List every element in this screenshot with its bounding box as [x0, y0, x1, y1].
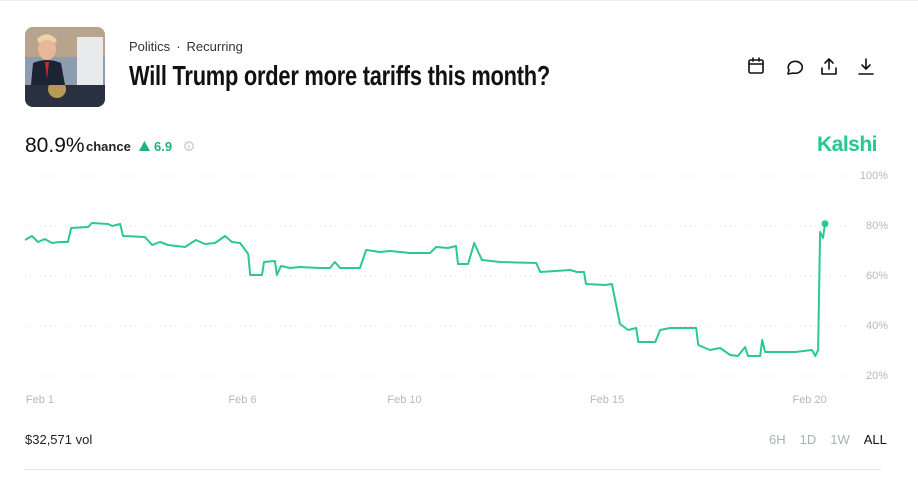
y-tick-label: 80%	[866, 220, 888, 232]
download-button[interactable]	[858, 58, 874, 75]
range-button[interactable]: 1D	[799, 432, 817, 447]
toolbar	[748, 57, 874, 75]
range-selector: 6H 1D 1W ALL	[755, 432, 887, 447]
probability-label: chance	[86, 139, 131, 154]
tag[interactable]: Recurring	[186, 39, 243, 54]
x-tick-label: Feb 6	[228, 394, 256, 406]
breadcrumbs: Politics · Recurring	[129, 39, 249, 54]
info-icon[interactable]	[184, 141, 194, 151]
y-tick-label: 100%	[860, 170, 888, 182]
brand-logo[interactable]: Kalshi	[817, 133, 878, 156]
price-line	[24, 222, 826, 357]
market-title: Will Trump order more tariffs this month…	[129, 60, 550, 91]
share-button[interactable]	[821, 58, 837, 75]
change: 6.9	[139, 139, 194, 154]
separator: ·	[176, 39, 181, 54]
category[interactable]: Politics	[129, 39, 171, 54]
x-tick-label: Feb 10	[387, 394, 421, 406]
range-button[interactable]: 6H	[769, 432, 786, 447]
probability: 80.9%	[25, 134, 85, 157]
x-tick-label: Feb 15	[590, 394, 624, 406]
range-button[interactable]: ALL	[863, 432, 887, 447]
change-value: 6.9	[154, 139, 173, 154]
x-tick-label: Feb 20	[792, 394, 826, 406]
range-button[interactable]: 1W	[830, 432, 850, 447]
y-tick-label: 60%	[866, 270, 888, 282]
y-tick-label: 40%	[866, 320, 888, 332]
x-tick-label: Feb 1	[26, 394, 54, 406]
up-arrow	[139, 141, 150, 151]
divider	[0, 0, 918, 1]
market-image	[25, 27, 105, 107]
y-tick-label: 20%	[866, 370, 888, 382]
volume: $32,571 vol	[25, 432, 93, 447]
chart: 20% 40% 60% 80% 100% Feb 1 Feb 6 Feb 10 Feb 15 Fe…	[24, 170, 888, 406]
calendar-button[interactable]	[748, 57, 764, 74]
divider	[25, 469, 881, 470]
last-point	[821, 220, 829, 228]
comment-button[interactable]	[787, 60, 804, 75]
